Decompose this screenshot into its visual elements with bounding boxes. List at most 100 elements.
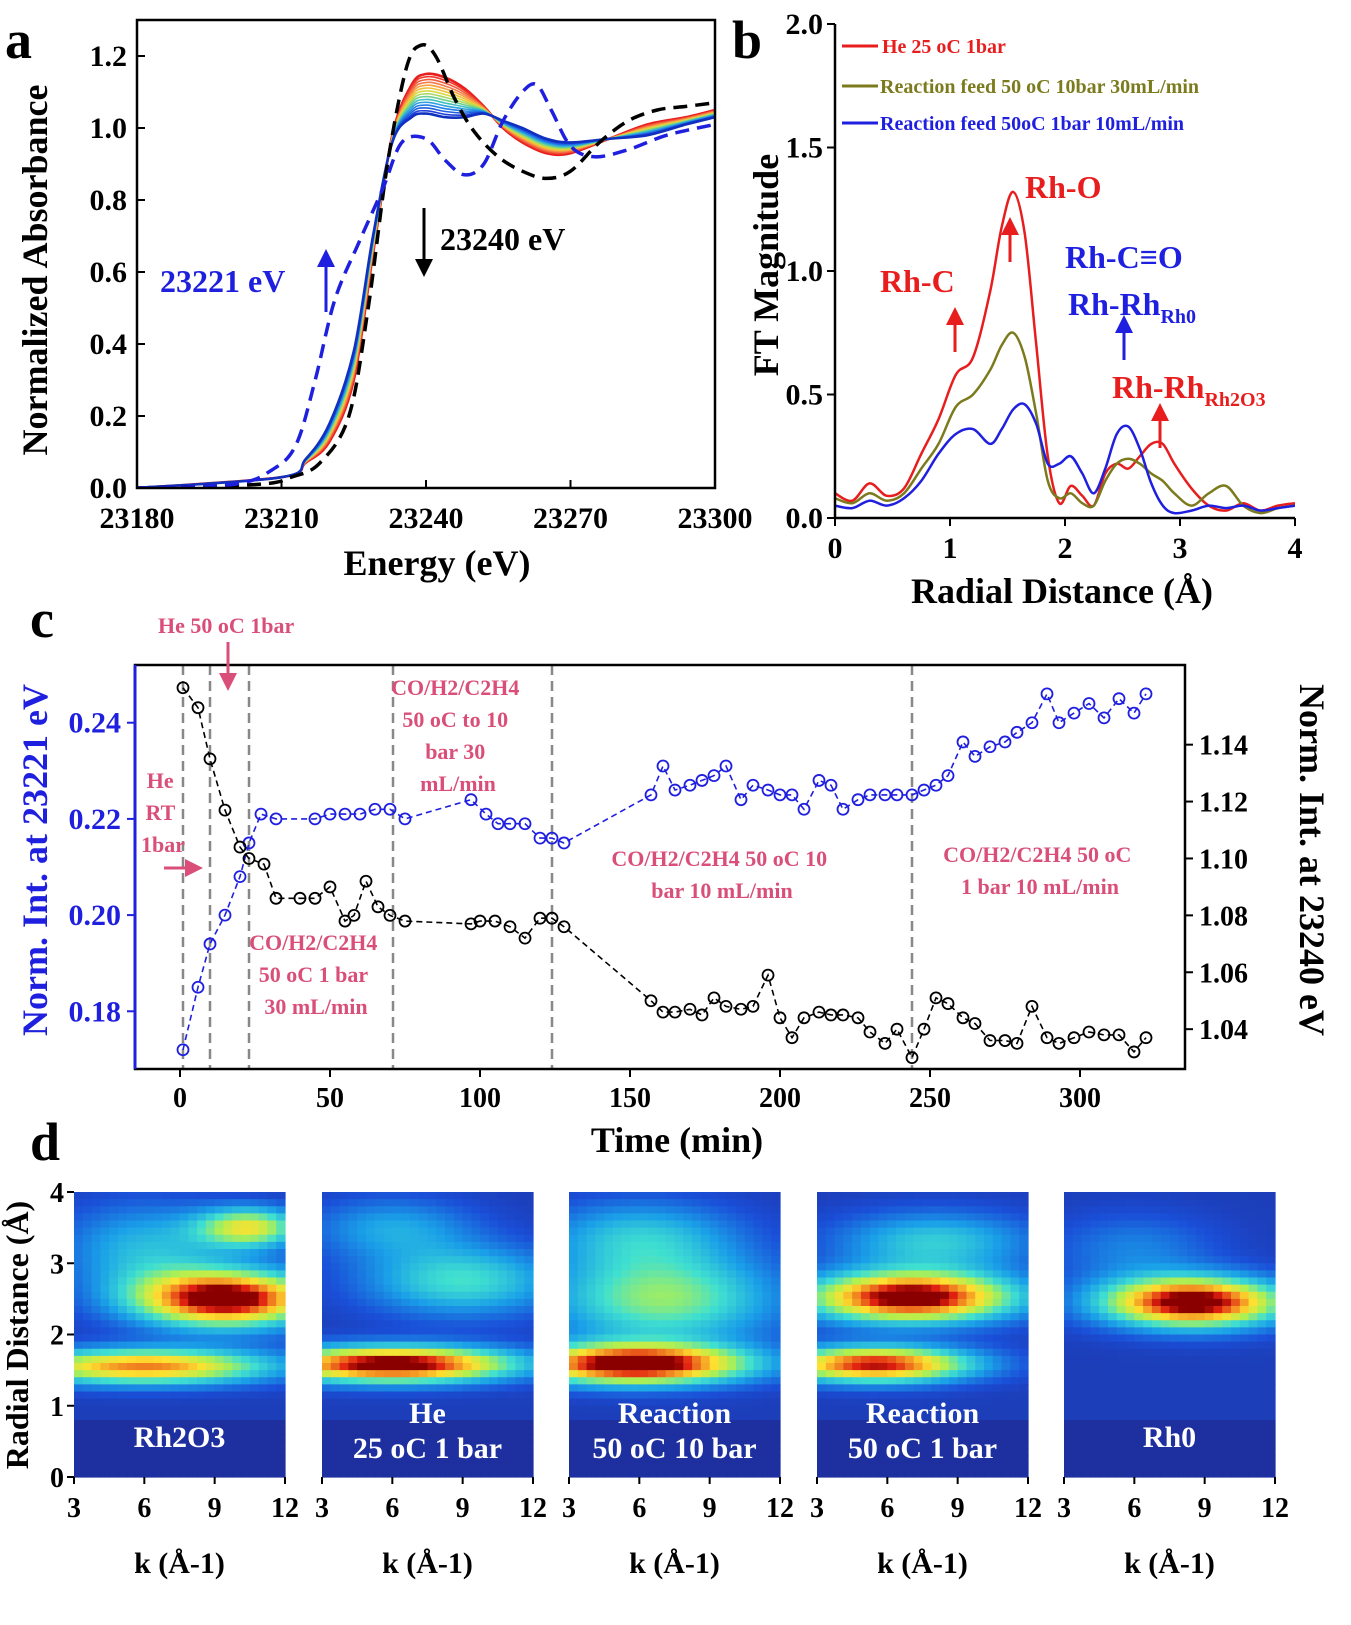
wavelet-cell bbox=[144, 1249, 154, 1257]
wavelet-cell bbox=[515, 1291, 525, 1300]
wavelet-cell bbox=[843, 1341, 853, 1350]
wavelet-cell bbox=[718, 1370, 728, 1378]
wavelet-cell bbox=[471, 1412, 481, 1421]
wavelet-cell bbox=[179, 1462, 189, 1471]
wavelet-cell bbox=[365, 1277, 376, 1286]
wavelet-cell bbox=[1213, 1320, 1223, 1328]
wavelet-cell bbox=[1239, 1241, 1250, 1250]
wavelet-cell bbox=[515, 1341, 525, 1350]
wavelet-cell bbox=[392, 1227, 402, 1236]
wavelet-cell bbox=[896, 1363, 906, 1371]
wavelet-cell bbox=[1151, 1427, 1162, 1435]
wavelet-cell bbox=[700, 1213, 711, 1222]
wavelet-cell bbox=[330, 1455, 341, 1464]
wavelet-cell bbox=[462, 1284, 473, 1293]
wavelet-cell bbox=[577, 1398, 588, 1407]
d-xtick-label: 6 bbox=[880, 1493, 894, 1524]
wavelet-cell bbox=[322, 1277, 332, 1286]
wavelet-cell bbox=[1125, 1341, 1135, 1350]
wavelet-cell bbox=[436, 1320, 446, 1328]
wavelet-cell bbox=[1151, 1306, 1162, 1314]
wavelet-cell bbox=[188, 1284, 198, 1293]
wavelet-cell bbox=[771, 1420, 781, 1428]
wavelet-cell bbox=[427, 1206, 437, 1214]
wavelet-cell bbox=[144, 1277, 154, 1286]
wavelet-cell bbox=[480, 1256, 490, 1264]
wavelet-cell bbox=[497, 1291, 508, 1300]
wavelet-cell bbox=[462, 1234, 473, 1243]
wavelet-cell bbox=[1169, 1270, 1179, 1279]
wavelet-cell bbox=[497, 1348, 508, 1357]
wavelet-cell bbox=[197, 1405, 207, 1414]
wavelet-cell bbox=[170, 1384, 181, 1393]
wavelet-cell bbox=[418, 1370, 429, 1378]
wavelet-cell bbox=[1169, 1320, 1179, 1328]
wavelet-cell bbox=[330, 1306, 341, 1314]
wavelet-cell bbox=[1125, 1270, 1135, 1279]
wavelet-cell bbox=[205, 1334, 216, 1343]
wavelet-cell bbox=[860, 1206, 871, 1214]
wavelet-cell bbox=[383, 1334, 393, 1343]
c-data-point bbox=[797, 802, 811, 816]
wavelet-cell bbox=[357, 1455, 367, 1464]
wavelet-cell bbox=[258, 1270, 269, 1279]
wavelet-cell bbox=[427, 1341, 437, 1350]
wavelet-cell bbox=[322, 1227, 332, 1236]
wavelet-cell bbox=[135, 1256, 145, 1264]
panel-c-ylabel-left: Norm. Int. at 23221 eV bbox=[15, 684, 55, 1036]
c-data-point bbox=[1040, 687, 1054, 701]
wavelet-cell bbox=[153, 1441, 163, 1450]
wavelet-cell bbox=[1248, 1348, 1259, 1357]
wavelet-cell bbox=[1010, 1441, 1020, 1450]
panel-b-xlabel: Radial Distance (Å) bbox=[911, 571, 1213, 611]
wavelet-cell bbox=[91, 1377, 101, 1385]
wavelet-cell bbox=[418, 1334, 429, 1343]
wavelet-cell bbox=[409, 1341, 420, 1350]
wavelet-cell bbox=[604, 1398, 614, 1407]
wavelet-cell bbox=[957, 1420, 968, 1428]
wavelet-cell bbox=[744, 1234, 755, 1243]
c-data-point bbox=[308, 812, 322, 826]
wavelet-cell bbox=[339, 1256, 349, 1264]
wavelet-cell bbox=[214, 1434, 225, 1442]
c-data-point bbox=[773, 788, 787, 802]
wavelet-cell bbox=[852, 1377, 862, 1385]
wavelet-cell bbox=[922, 1270, 932, 1279]
wavelet-cell bbox=[170, 1469, 181, 1478]
wavelet-cell bbox=[1239, 1334, 1250, 1343]
wavelet-cell bbox=[117, 1263, 128, 1271]
wavelet-cell bbox=[462, 1249, 473, 1257]
wavelet-cell bbox=[427, 1313, 437, 1321]
wavelet-cell bbox=[975, 1241, 985, 1250]
wavelet-cell bbox=[153, 1320, 163, 1328]
wavelet-cell bbox=[1204, 1291, 1215, 1300]
wavelet-cell bbox=[232, 1334, 242, 1343]
wavelet-cell bbox=[515, 1306, 525, 1314]
wavelet-cell bbox=[197, 1455, 207, 1464]
wavelet-cell bbox=[1116, 1327, 1127, 1336]
wavelet-cell bbox=[179, 1234, 189, 1243]
wavelet-cell bbox=[258, 1320, 269, 1328]
wavelet-cell bbox=[621, 1355, 632, 1364]
wavelet-cell bbox=[197, 1370, 207, 1378]
wavelet-cell bbox=[860, 1334, 871, 1343]
wavelet-cell bbox=[506, 1213, 517, 1222]
wavelet-cell bbox=[205, 1398, 216, 1407]
wavelet-cell bbox=[276, 1320, 286, 1328]
wavelet-cell bbox=[383, 1441, 393, 1450]
wavelet-cell bbox=[860, 1427, 871, 1435]
wavelet-cell bbox=[374, 1298, 385, 1307]
wavelet-cell bbox=[604, 1441, 614, 1450]
wavelet-cell bbox=[445, 1377, 455, 1385]
wavelet-cell bbox=[948, 1306, 959, 1314]
wavelet-cell bbox=[117, 1192, 128, 1200]
wavelet-cell bbox=[480, 1270, 490, 1279]
wavelet-cell bbox=[489, 1306, 499, 1314]
wavelet-cell bbox=[975, 1427, 985, 1435]
wavelet-cell bbox=[957, 1427, 968, 1435]
panel-b-ylabel: FT Magnitude bbox=[746, 154, 786, 376]
wavelet-cell bbox=[214, 1455, 225, 1464]
wavelet-cell bbox=[975, 1348, 985, 1357]
wavelet-cell bbox=[365, 1313, 376, 1321]
wavelet-cell bbox=[852, 1412, 862, 1421]
